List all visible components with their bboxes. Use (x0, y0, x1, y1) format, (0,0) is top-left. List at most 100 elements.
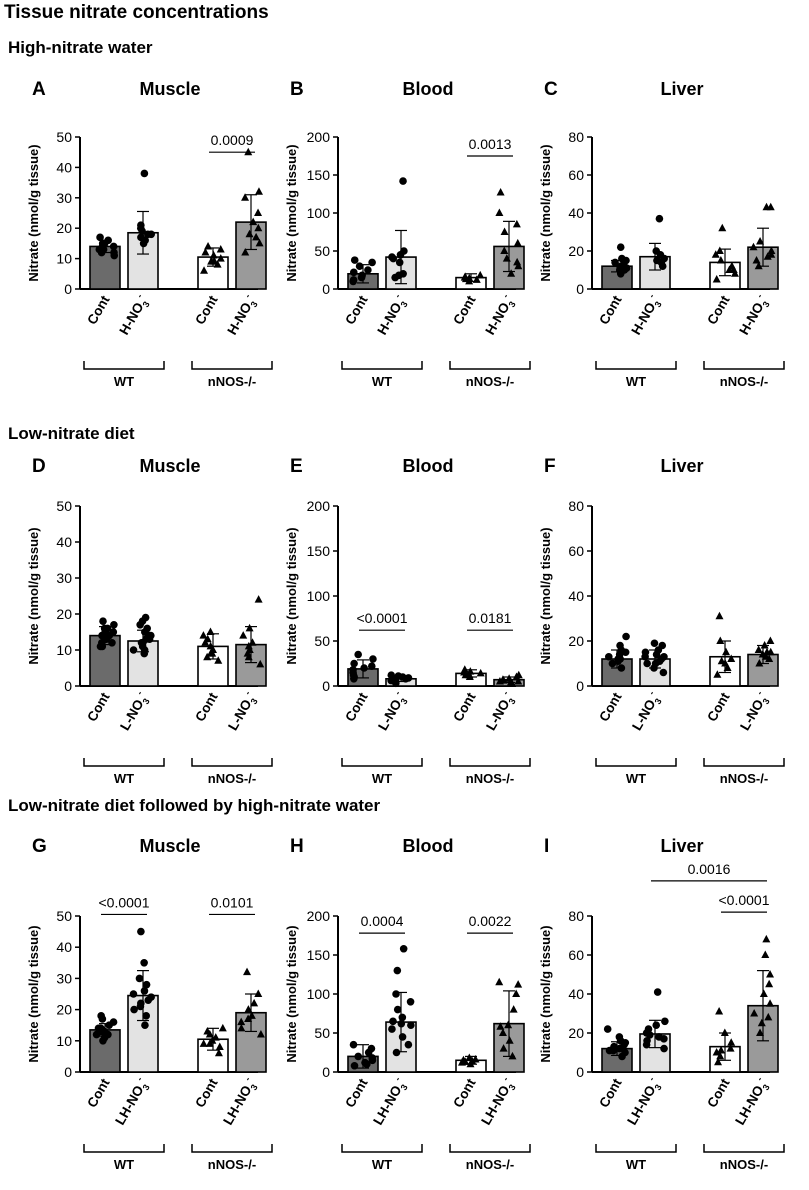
data-point (199, 1039, 208, 1047)
x-tick-label: L-NO3- (627, 689, 665, 735)
group-label: nNOS-/- (208, 771, 256, 786)
x-tick-label: H-NO3- (115, 292, 154, 339)
data-point (390, 675, 399, 683)
chart-title: Muscle (139, 836, 200, 856)
chart-title: Blood (403, 79, 454, 99)
y-axis-label: Nitrate (nmol/g tissue) (538, 144, 553, 281)
data-point (214, 656, 223, 664)
data-point (643, 1037, 651, 1045)
data-point (367, 662, 376, 670)
y-tick-label: 50 (56, 129, 72, 145)
chart-title: Liver (660, 836, 703, 856)
y-axis-label: Nitrate (nmol/g tissue) (538, 527, 553, 664)
data-point (660, 1035, 668, 1043)
y-tick-label: 40 (568, 986, 584, 1002)
y-tick-label: 150 (307, 543, 331, 559)
data-point (658, 641, 667, 650)
y-tick-label: 50 (314, 1025, 330, 1041)
data-point (254, 208, 263, 216)
data-point (254, 223, 263, 232)
y-tick-label: 20 (56, 606, 72, 622)
y-tick-label: 100 (307, 588, 331, 604)
data-point (216, 244, 225, 253)
data-point (388, 253, 396, 261)
chart-title: Blood (403, 836, 454, 856)
data-point (110, 621, 118, 629)
chart-A: A Muscle 0 10 20 30 40 50 Nitrate (nmol/g tissue… (26, 79, 273, 389)
data-point (393, 966, 402, 975)
panel-letter: A (32, 79, 46, 100)
data-point (465, 1053, 474, 1061)
y-tick-label: 0 (576, 281, 584, 297)
data-point (103, 624, 112, 633)
y-tick-label: 30 (56, 570, 72, 586)
data-point (660, 1044, 668, 1053)
data-point (764, 1012, 773, 1021)
y-tick-label: 10 (56, 642, 72, 658)
data-point (615, 1033, 624, 1041)
y-tick-label: 20 (568, 243, 584, 259)
data-point (144, 230, 152, 239)
y-tick-label: 20 (56, 220, 72, 236)
data-point (717, 1046, 726, 1054)
chart-H: H Blood 0 50 100 150 200 Nitrate (nmol/g tissue… (284, 836, 531, 1172)
group-bracket (595, 1144, 677, 1153)
group-label: nNOS-/- (208, 1157, 256, 1172)
data-point (495, 208, 504, 216)
data-point (763, 647, 772, 656)
data-point (140, 169, 149, 178)
data-point (206, 641, 215, 650)
section-title-low-then-high: Low-nitrate diet followed by high-nitrat… (8, 796, 381, 815)
data-point (243, 967, 252, 976)
data-point (717, 656, 726, 665)
data-point (514, 670, 523, 679)
data-point (355, 262, 364, 271)
data-point (354, 650, 362, 659)
data-point (97, 1012, 105, 1020)
data-point (759, 989, 768, 997)
data-point (755, 659, 764, 667)
data-point (461, 1057, 470, 1065)
data-point (248, 638, 257, 646)
data-point (460, 665, 469, 673)
data-point (655, 214, 664, 223)
data-point (349, 666, 357, 674)
data-point (206, 649, 215, 657)
data-point (652, 247, 661, 255)
y-tick-label: 0 (64, 1064, 72, 1080)
data-point (725, 265, 734, 273)
data-point (659, 668, 668, 677)
data-point (369, 655, 377, 663)
y-axis-label: Nitrate (nmol/g tissue) (26, 925, 41, 1062)
data-point (715, 246, 724, 254)
data-point (203, 634, 212, 643)
data-point (653, 256, 661, 265)
data-point (512, 219, 521, 228)
y-tick-label: 0 (322, 1064, 330, 1080)
p-value-label: 0.0004 (361, 913, 404, 929)
data-point (368, 258, 376, 267)
data-point (407, 1021, 415, 1029)
chart-title: Muscle (139, 79, 200, 99)
data-point (392, 1048, 401, 1057)
data-point (620, 266, 629, 274)
x-tick-label: Cont (704, 293, 733, 328)
group-label: WT (114, 771, 134, 786)
data-point (661, 1017, 669, 1026)
data-point (514, 261, 523, 270)
data-point (404, 674, 413, 682)
group-label: WT (626, 771, 646, 786)
data-point (609, 1046, 618, 1055)
data-point (398, 1013, 407, 1022)
data-point (713, 670, 722, 678)
data-point (763, 252, 772, 260)
data-point (136, 1002, 145, 1011)
x-tick-label: Cont (84, 293, 113, 328)
data-point (255, 238, 264, 247)
data-point (507, 269, 516, 277)
chart-title: Liver (660, 456, 703, 476)
group-label: nNOS-/- (720, 374, 768, 389)
data-point (616, 243, 625, 251)
x-tick-label: H-NO3- (373, 292, 412, 339)
